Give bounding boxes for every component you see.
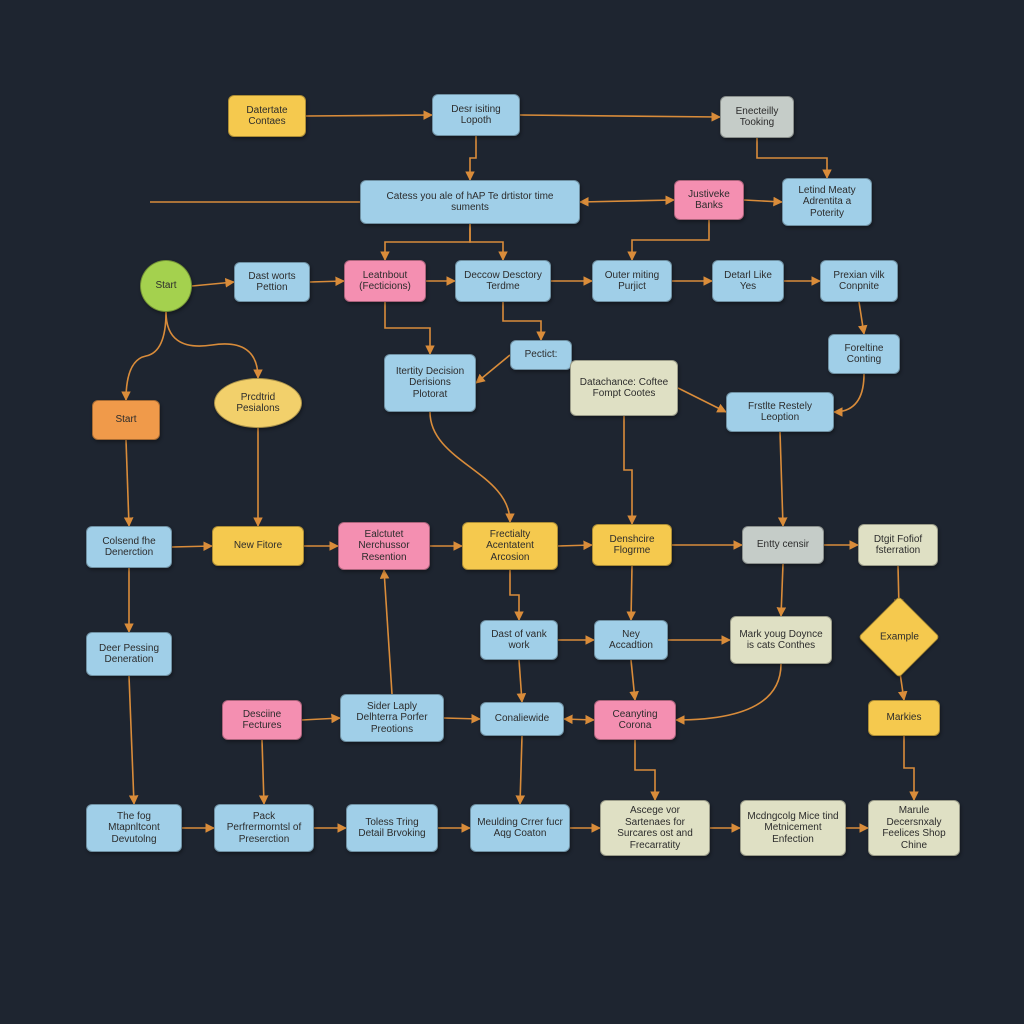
node-n42: Ascege vor Sartenaes for Surcares ost an… — [600, 800, 710, 856]
node-n34: Sider Laply Delhterra Porfer Preotions — [340, 694, 444, 742]
node-label: Desciine Fectures — [229, 709, 295, 732]
node-n26: Entty censir — [742, 526, 824, 564]
node-label: Pectict: — [525, 349, 558, 361]
node-label: Frectialty Acentatent Arcosion — [469, 529, 551, 564]
node-label: Toless Tring Detail Brvoking — [353, 817, 431, 840]
node-label: Ascege vor Sartenaes for Surcares ost an… — [607, 805, 703, 851]
node-label: Deer Pessing Deneration — [93, 643, 165, 666]
node-n38: The fog Mtapnltcont Devutolng — [86, 804, 182, 852]
node-n2: Desr isiting Lopoth — [432, 94, 520, 136]
node-n12: Detarl Like Yes — [712, 260, 784, 302]
node-n11: Outer miting Purjict — [592, 260, 672, 302]
node-label: Prcdtrid Pesialons — [221, 392, 295, 415]
node-n43: Mcdngcolg Mice tind Metnicement Enfectio… — [740, 800, 846, 856]
node-n30: Mark youg Doynce is cats Conthes — [730, 616, 832, 664]
node-n16: Foreltine Conting — [828, 334, 900, 374]
node-label: Datachance: Coftee Fompt Cootes — [577, 377, 671, 400]
node-n1: Datertate Contaes — [228, 95, 306, 137]
node-n39: Pack Perfrermorntsl of Preserction — [214, 804, 314, 852]
node-n14: Pectict: — [510, 340, 572, 370]
node-label: Mark youg Doynce is cats Conthes — [737, 629, 825, 652]
node-label: Dtgit Fofiof fsterration — [865, 534, 931, 557]
node-n18: Prcdtrid Pesialons — [214, 378, 302, 428]
node-n5: Justiveke Banks — [674, 180, 744, 220]
node-label: Itertity Decision Derisions Plotorat — [391, 366, 469, 401]
node-label: Leatnbout (Fecticions) — [351, 270, 419, 293]
node-n22: New Fitore — [212, 526, 304, 566]
node-label: Desr isiting Lopoth — [439, 104, 513, 127]
node-label: Ney Accadtion — [601, 629, 661, 652]
node-label: Outer miting Purjict — [599, 270, 665, 293]
node-n33: Desciine Fectures — [222, 700, 302, 740]
node-n40: Toless Tring Detail Brvoking — [346, 804, 438, 852]
node-label: Entty censir — [757, 539, 809, 551]
node-label: Markies — [886, 712, 921, 724]
flowchart-canvas: Datertate Contaes Desr isiting Lopoth Enec… — [0, 0, 1024, 1024]
node-label: Sider Laply Delhterra Porfer Preotions — [347, 701, 437, 736]
node-label: Ealctutet Nerchussor Resention — [345, 529, 423, 564]
node-label: Conaliewide — [495, 713, 549, 725]
node-label: Start — [155, 280, 176, 292]
node-n15: Itertity Decision Derisions Plotorat — [384, 354, 476, 412]
node-n19: Datachance: Coftee Fompt Cootes — [570, 360, 678, 416]
node-n6: Letind Meaty Adrentita a Poterity — [782, 178, 872, 226]
node-label: Detarl Like Yes — [719, 270, 777, 293]
node-n25: Denshcire Flogrme — [592, 524, 672, 566]
node-label: Catess you ale of hAP Te drtistor time s… — [367, 191, 573, 214]
node-n17: Start — [92, 400, 160, 440]
node-label: Prexian vilk Conpnite — [827, 270, 891, 293]
node-n41: Meulding Crrer fucr Aqg Coaton — [470, 804, 570, 852]
node-n20: Frstlte Restely Leoption — [726, 392, 834, 432]
node-n3: Enecteilly Tooking — [720, 96, 794, 138]
node-n23: Ealctutet Nerchussor Resention — [338, 522, 430, 570]
node-n21: Colsend fhe Denerction — [86, 526, 172, 568]
node-label: New Fitore — [234, 540, 282, 552]
node-label: Frstlte Restely Leoption — [733, 401, 827, 424]
node-n29: Ney Accadtion — [594, 620, 668, 660]
node-label: Justiveke Banks — [681, 189, 737, 212]
node-label: Mcdngcolg Mice tind Metnicement Enfectio… — [747, 811, 839, 846]
node-n7: Start — [140, 260, 192, 312]
node-n37: Markies — [868, 700, 940, 736]
node-label: Start — [115, 414, 136, 426]
node-n10: Deccow Desctory Terdme — [455, 260, 551, 302]
edge-layer — [0, 0, 1024, 1024]
node-label: Ceanyting Corona — [601, 709, 669, 732]
node-label: Enecteilly Tooking — [727, 106, 787, 129]
node-label: Denshcire Flogrme — [599, 534, 665, 557]
node-label: Dast of vank work — [487, 629, 551, 652]
node-label: Colsend fhe Denerction — [93, 536, 165, 559]
node-n32: Deer Pessing Deneration — [86, 632, 172, 676]
node-n27: Dtgit Fofiof fsterration — [858, 524, 938, 566]
node-label: Pack Perfrermorntsl of Preserction — [221, 811, 307, 846]
node-n4: Catess you ale of hAP Te drtistor time s… — [360, 180, 580, 224]
node-n28: Dast of vank work — [480, 620, 558, 660]
node-n9: Leatnbout (Fecticions) — [344, 260, 426, 302]
node-label: Dast worts Pettion — [241, 271, 303, 294]
node-n31: Example — [858, 596, 940, 678]
node-n13: Prexian vilk Conpnite — [820, 260, 898, 302]
node-label: Example — [880, 631, 919, 643]
node-label: Foreltine Conting — [835, 343, 893, 366]
node-n44: Marule Decersnxaly Feelices Shop Chine — [868, 800, 960, 856]
node-label: Meulding Crrer fucr Aqg Coaton — [477, 817, 563, 840]
node-n36: Ceanyting Corona — [594, 700, 676, 740]
node-n35: Conaliewide — [480, 702, 564, 736]
node-label: The fog Mtapnltcont Devutolng — [93, 811, 175, 846]
node-label: Deccow Desctory Terdme — [462, 270, 544, 293]
node-label: Marule Decersnxaly Feelices Shop Chine — [875, 805, 953, 851]
node-label: Datertate Contaes — [235, 105, 299, 128]
node-n24: Frectialty Acentatent Arcosion — [462, 522, 558, 570]
node-label: Letind Meaty Adrentita a Poterity — [789, 185, 865, 220]
node-n8: Dast worts Pettion — [234, 262, 310, 302]
